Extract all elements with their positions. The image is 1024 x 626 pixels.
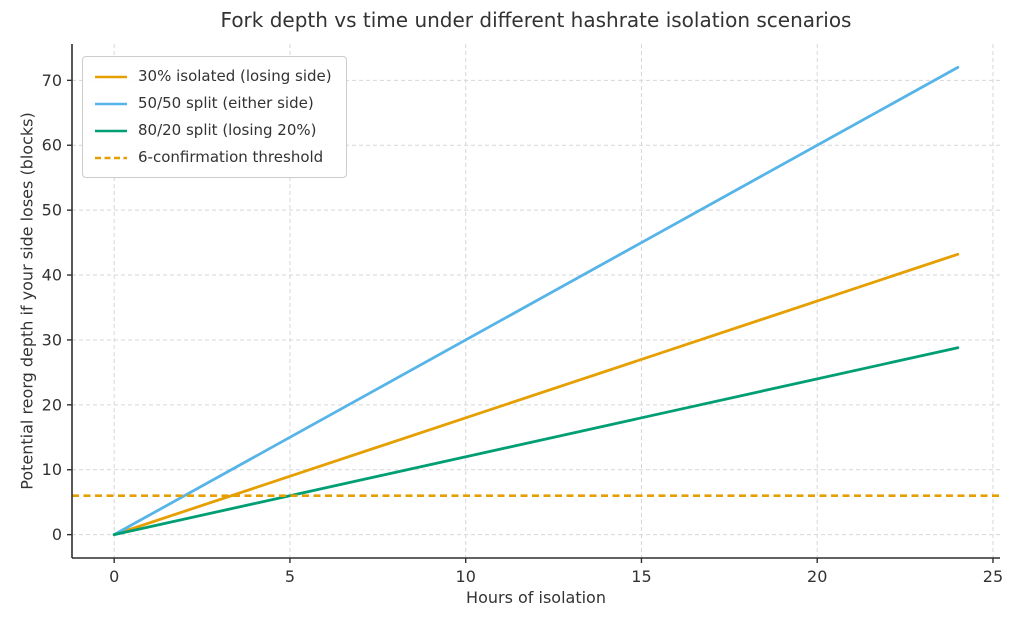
series-line	[112, 252, 960, 537]
legend-item: 30% isolated (losing side)	[94, 66, 332, 87]
legend-item: 50/50 split (either side)	[94, 93, 332, 114]
legend-item: 6-confirmation threshold	[94, 147, 332, 168]
x-axis-label: Hours of isolation	[466, 588, 606, 607]
series-line	[112, 346, 960, 537]
legend-item: 80/20 split (losing 20%)	[94, 120, 332, 141]
legend-label: 30% isolated (losing side)	[138, 67, 332, 85]
x-tick-label: 10	[456, 567, 476, 586]
legend-swatch-line	[95, 102, 127, 105]
x-tick-label: 20	[807, 567, 827, 586]
x-tick-label: 0	[109, 567, 119, 586]
y-tick-label: 30	[42, 330, 62, 349]
legend-swatch-line	[95, 129, 127, 132]
y-tick-label: 0	[52, 525, 62, 544]
x-tick-label: 5	[285, 567, 295, 586]
y-tick-label: 50	[42, 201, 62, 220]
y-axis-label: Potential reorg depth if your side loses…	[17, 112, 37, 490]
y-tick-label: 70	[42, 71, 62, 90]
legend-label: 6-confirmation threshold	[138, 148, 324, 166]
y-tick-label: 40	[42, 266, 62, 285]
y-tick-label: 20	[42, 395, 62, 414]
chart-title: Fork depth vs time under different hashr…	[220, 8, 852, 32]
y-tick-label: 10	[42, 460, 62, 479]
legend-label: 80/20 split (losing 20%)	[138, 121, 317, 139]
legend-label: 50/50 split (either side)	[138, 94, 314, 112]
y-tick-label: 60	[42, 136, 62, 155]
legend-swatch-line	[95, 75, 127, 78]
x-tick-label: 15	[631, 567, 651, 586]
series-line	[112, 65, 960, 537]
x-tick-label: 25	[983, 567, 1003, 586]
legend: 30% isolated (losing side) 50/50 split (e…	[82, 56, 347, 178]
legend-swatch-line	[95, 156, 127, 159]
